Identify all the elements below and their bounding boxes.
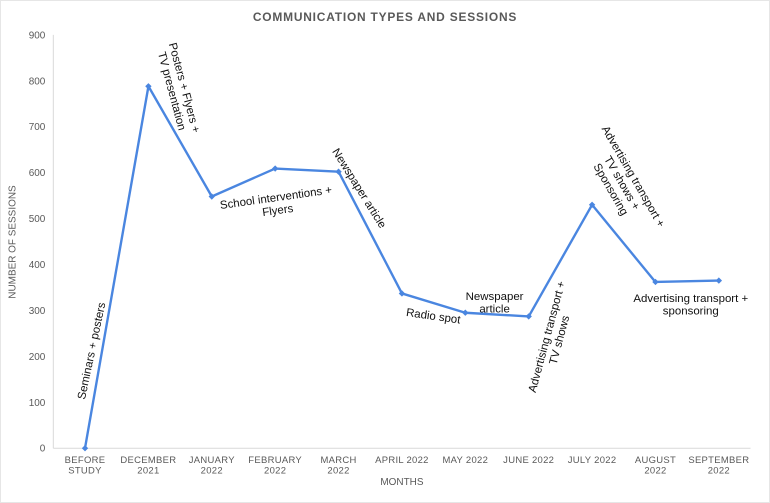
data-point xyxy=(462,309,469,316)
x-tick-line: JANUARY xyxy=(189,455,235,466)
annotation: Advertising transport +TV shows xyxy=(527,280,581,398)
x-tick-line: SEPTEMBER xyxy=(688,455,749,466)
annotation-text: Advertising transport + sponsoring xyxy=(633,293,748,318)
y-tick-label: 600 xyxy=(29,168,46,179)
x-tick-label: MAY 2022 xyxy=(442,455,488,466)
annotation: Seminars + posters xyxy=(76,301,108,400)
x-tick-line: 2022 xyxy=(708,466,730,477)
annotation-line: Flyers xyxy=(262,203,295,219)
annotation-text: Posters + Flyers +TV presentation xyxy=(153,41,201,137)
y-tick-label: 500 xyxy=(29,214,46,225)
y-tick-label: 400 xyxy=(29,260,46,271)
series-line xyxy=(83,85,719,449)
x-tick-line: JUNE 2022 xyxy=(503,455,554,466)
y-axis-title: NUMBER OF SESSIONS xyxy=(7,185,18,299)
annotations: Seminars + posters Posters + Flyers +TV p… xyxy=(76,41,748,400)
x-tick-label: JUNE 2022 xyxy=(503,455,554,466)
annotation-text: Seminars + posters xyxy=(76,301,108,400)
data-point xyxy=(208,193,215,200)
annotation-line: Newspaper article xyxy=(329,147,388,231)
x-tick-label: DECEMBER 2021 xyxy=(120,455,176,476)
x-tick-line: JULY 2022 xyxy=(568,455,617,466)
annotation: School interventions +Flyers xyxy=(219,184,335,224)
annotation-text: Newspaper article xyxy=(466,291,524,316)
annotation-text: Advertising transport +TV shows xyxy=(527,280,581,398)
data-point xyxy=(652,278,659,286)
x-tick-label: BEFORE STUDY xyxy=(65,455,106,476)
annotation: Advertising transport + sponsoring xyxy=(633,293,748,318)
series-sessions xyxy=(81,83,723,452)
annotation: Newspaper article xyxy=(466,291,524,316)
x-tick-label: FEBRUARY 2022 xyxy=(248,455,302,476)
annotation-line: Advertising transport + xyxy=(633,293,748,305)
x-tick-label: AUGUST 2022 xyxy=(635,455,676,476)
x-tick-line: MARCH xyxy=(320,455,356,466)
x-tick-label: SEPTEMBER 2022 xyxy=(688,455,749,476)
x-tick-label: APRIL 2022 xyxy=(375,455,429,466)
y-tick-label: 0 xyxy=(40,444,46,455)
x-tick-line: 2022 xyxy=(644,466,666,477)
x-tick-label: MARCH 2022 xyxy=(320,455,356,476)
data-point xyxy=(588,201,596,208)
x-tick-label: JULY 2022 xyxy=(568,455,617,466)
annotation-text: Newspaper article xyxy=(329,147,388,231)
chart-title: COMMUNICATION TYPES AND SESSIONS xyxy=(253,10,517,24)
y-tick-label: 800 xyxy=(29,76,46,87)
annotation-line: article xyxy=(479,304,510,316)
annotation: Posters + Flyers +TV presentation xyxy=(153,41,202,137)
y-tick-label: 700 xyxy=(29,122,46,133)
data-point xyxy=(715,277,723,284)
x-tick-line: DECEMBER xyxy=(120,455,176,466)
x-tick-line: 2021 xyxy=(137,466,159,477)
annotation-line: sponsoring xyxy=(663,306,719,318)
x-tick-line: STUDY xyxy=(68,466,102,477)
y-axis: 0 100 200 300 400 500 600 700 800 900 xyxy=(29,30,46,454)
y-tick-label: 200 xyxy=(29,352,46,363)
x-tick-line: 2022 xyxy=(201,466,223,477)
x-tick-line: AUGUST xyxy=(635,455,676,466)
x-tick-line: FEBRUARY xyxy=(248,455,302,466)
x-tick-label: JANUARY 2022 xyxy=(189,455,235,476)
y-tick-label: 300 xyxy=(29,306,46,317)
y-tick-label: 900 xyxy=(29,30,46,41)
annotation-line: Seminars + posters xyxy=(76,301,108,400)
annotation: Advertising transport +TV shows +Sponsor… xyxy=(576,124,667,243)
y-tick-label: 100 xyxy=(29,398,46,409)
annotation: Newspaper article xyxy=(329,147,388,231)
x-tick-line: MAY 2022 xyxy=(442,455,488,466)
annotation-text: School interventions +Flyers xyxy=(219,184,335,224)
x-tick-line: APRIL 2022 xyxy=(375,455,429,466)
annotation-text: Advertising transport +TV shows +Sponsor… xyxy=(576,124,666,243)
data-point xyxy=(81,445,89,452)
annotation-line: Newspaper xyxy=(466,291,524,303)
x-tick-line: BEFORE xyxy=(65,455,106,466)
x-tick-line: 2022 xyxy=(264,466,286,477)
x-axis-title: MONTHS xyxy=(380,477,423,488)
x-tick-line: 2022 xyxy=(327,466,349,477)
